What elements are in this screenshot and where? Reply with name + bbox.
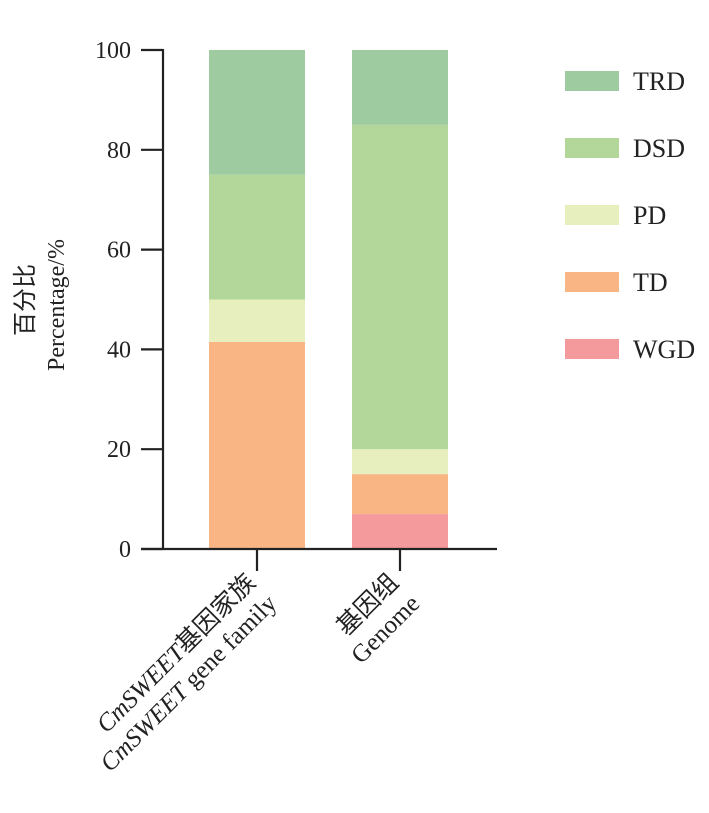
bar-segment-wgd-1	[352, 514, 448, 549]
y-axis-title-en: Percentage/%	[44, 239, 70, 371]
y-ticks-group: 0 20 40 60 80 100	[95, 38, 163, 563]
y-tick-label: 60	[107, 238, 131, 264]
bar-segment-pd-1	[352, 449, 448, 475]
legend-swatch-dsd	[565, 138, 619, 158]
legend-swatch-wgd	[565, 339, 619, 359]
legend-label-pd: PD	[633, 201, 666, 230]
bar-segment-dsd-1	[352, 124, 448, 450]
y-tick-label: 80	[107, 138, 131, 164]
bar-segment-dsd-0	[209, 174, 305, 300]
legend-label-dsd: DSD	[633, 134, 685, 163]
legend: TRD DSD PD TD WGD	[565, 67, 695, 364]
legend-swatch-td	[565, 272, 619, 292]
y-tick-label: 20	[107, 437, 131, 463]
axes-group	[141, 49, 497, 551]
bar-segment-trd-0	[209, 50, 305, 175]
legend-swatch-pd	[565, 205, 619, 225]
bar-segment-td-0	[209, 341, 305, 549]
x-category-label-line2: CmSWEET gene family	[95, 590, 282, 777]
legend-label-wgd: WGD	[633, 335, 695, 364]
legend-swatch-trd	[565, 71, 619, 91]
y-axis-title-cn: 百分比	[12, 264, 39, 336]
y-tick-label: 100	[95, 38, 131, 64]
bar-segment-td-1	[352, 474, 448, 515]
bar-segment-trd-1	[352, 50, 448, 125]
bars-group	[209, 50, 448, 549]
bar-segment-pd-0	[209, 299, 305, 342]
legend-label-trd: TRD	[633, 67, 685, 96]
y-tick-label: 40	[107, 337, 131, 363]
legend-label-td: TD	[633, 268, 668, 297]
y-tick-label: 0	[119, 537, 131, 563]
